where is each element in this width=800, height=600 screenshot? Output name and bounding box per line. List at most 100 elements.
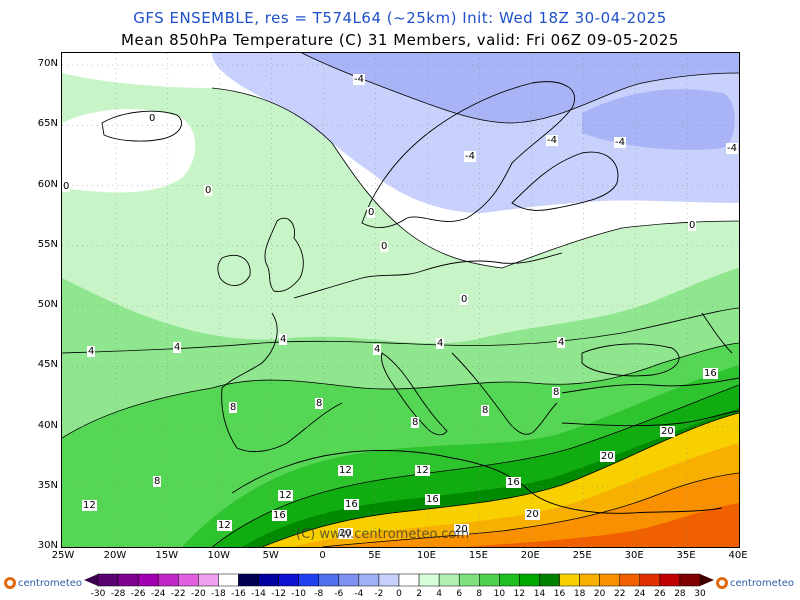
contour-label: 0 bbox=[688, 220, 697, 231]
lon-tick-label: 5E bbox=[368, 550, 381, 561]
colorbar-swatch bbox=[639, 573, 661, 587]
lat-tick-label: 35N bbox=[37, 479, 58, 491]
contour-label: 20 bbox=[660, 426, 675, 437]
contour-label: 0 bbox=[380, 241, 389, 252]
contour-label: 8 bbox=[552, 387, 561, 398]
lat-tick-label: 55N bbox=[37, 238, 58, 250]
colorbar-swatch bbox=[117, 573, 139, 587]
colorbar-swatch bbox=[398, 573, 420, 587]
contour-label: 12 bbox=[82, 500, 97, 511]
colorbar-swatch bbox=[679, 573, 701, 587]
colorbar-swatch bbox=[438, 573, 460, 587]
band-minus6-to-minus4 bbox=[302, 53, 739, 123]
contour-label: 12 bbox=[415, 465, 430, 476]
contour-label: 0 bbox=[62, 181, 71, 192]
colorbar-swatch bbox=[479, 573, 500, 587]
lon-tick-label: 10W bbox=[207, 550, 231, 561]
contour-label: 0 bbox=[367, 207, 376, 218]
colorbar-tick-label: -30 bbox=[90, 589, 106, 599]
logo-ring-icon bbox=[716, 577, 728, 589]
lon-tick-label: 25E bbox=[572, 550, 592, 561]
colorbar-tick-label: -22 bbox=[170, 589, 186, 599]
contour-label: 20 bbox=[454, 524, 469, 535]
lon-tick-label: 0 bbox=[319, 550, 326, 561]
contour-label: 0 bbox=[204, 185, 213, 196]
contour-label: 8 bbox=[153, 476, 162, 487]
colorbar-swatch bbox=[218, 573, 239, 587]
contour-label: -4 bbox=[353, 74, 365, 85]
colorbar-tick-label: -28 bbox=[110, 589, 126, 599]
colorbar-tick-label: 22 bbox=[613, 589, 626, 599]
colorbar-swatch bbox=[338, 573, 360, 587]
colorbar-swatch bbox=[378, 573, 400, 587]
colorbar-tick-label: 30 bbox=[694, 589, 706, 599]
band-22-to-24 bbox=[462, 503, 739, 547]
contour-label: 20 bbox=[338, 528, 353, 539]
colorbar-swatch bbox=[659, 573, 681, 587]
colorbar-swatch bbox=[238, 573, 259, 587]
contour-label: 16 bbox=[344, 499, 359, 510]
contour-label: 8 bbox=[315, 398, 324, 409]
title-line-2: Mean 850hPa Temperature (C) 31 Members, … bbox=[121, 31, 679, 49]
lat-tick-label: 65N bbox=[37, 118, 58, 130]
colorbar-swatch bbox=[137, 573, 159, 587]
colorbar-tick-label: 0 bbox=[396, 589, 402, 599]
coastlines bbox=[101, 81, 739, 514]
colorbar-tick-label: 10 bbox=[493, 589, 506, 599]
contour-label: 4 bbox=[173, 342, 182, 353]
colorbar-tick-label: 24 bbox=[634, 589, 646, 599]
contour-label: 0 bbox=[460, 294, 469, 305]
lon-tick-label: 15E bbox=[468, 550, 488, 561]
colorbar-tick-label: -12 bbox=[271, 589, 286, 599]
colorbar-swatch bbox=[499, 573, 520, 587]
colorbar-tick-label: -10 bbox=[291, 589, 306, 599]
colorbar-swatch bbox=[178, 573, 199, 587]
contour-label: 8 bbox=[229, 402, 238, 413]
lon-tick-label: 15W bbox=[155, 550, 179, 561]
colorbar-tick-label: -6 bbox=[334, 589, 344, 599]
contour-lines bbox=[62, 53, 739, 547]
contour-label: 16 bbox=[425, 494, 440, 505]
contour-label: 0 bbox=[148, 113, 157, 124]
colorbar-tick-label: -20 bbox=[190, 589, 206, 599]
lon-tick-label: 20W bbox=[103, 550, 127, 561]
lat-tick-label: 60N bbox=[37, 178, 58, 190]
contour-label: -4 bbox=[546, 135, 558, 146]
colorbar-swatch bbox=[258, 573, 279, 587]
contour-label: -4 bbox=[726, 143, 738, 154]
colorbar-tick-label: 8 bbox=[476, 589, 483, 599]
colorbar-right-arrow bbox=[700, 574, 714, 586]
contour-label: 12 bbox=[217, 520, 232, 531]
title-line-1: GFS ENSEMBLE, res = T574L64 (~25km) Init… bbox=[133, 9, 667, 27]
colorbar-swatch bbox=[278, 573, 299, 587]
colorbar-tick-label: 6 bbox=[456, 589, 463, 599]
colorbar-tick-label: -4 bbox=[354, 589, 364, 599]
colorbar-swatch bbox=[559, 573, 580, 587]
colorbar-swatch bbox=[519, 573, 540, 587]
lon-tick-label: 10E bbox=[416, 550, 436, 561]
lon-tick-label: 25W bbox=[51, 550, 75, 561]
contour-label: 12 bbox=[278, 490, 293, 501]
colorbar-tick-label: 4 bbox=[436, 589, 442, 599]
colorbar-swatch bbox=[298, 573, 319, 587]
contour-label: 20 bbox=[600, 451, 615, 462]
contour-label: 4 bbox=[557, 337, 566, 348]
band-minus6-lapland bbox=[582, 89, 735, 150]
lat-tick-label: 40N bbox=[37, 419, 58, 431]
color-scale-bar bbox=[84, 573, 714, 587]
colorbar-swatch bbox=[157, 573, 179, 587]
colorbar-swatch bbox=[458, 573, 480, 587]
lon-tick-label: 40E bbox=[728, 550, 748, 561]
colorbar-swatch bbox=[418, 573, 440, 587]
contour-label: 16 bbox=[703, 368, 718, 379]
temperature-map: -4 -4 -4 -4 -4 0 0 0 0 0 0 0 4 4 4 4 4 4… bbox=[61, 52, 740, 548]
lat-tick-label: 70N bbox=[37, 58, 58, 70]
colorbar-tick-label: 12 bbox=[513, 589, 526, 599]
colorbar-swatch bbox=[619, 573, 641, 587]
lat-tick-label: 45N bbox=[37, 359, 58, 371]
colorbar-tick-label: 16 bbox=[553, 589, 566, 599]
contour-label: 16 bbox=[506, 477, 521, 488]
colorbar-tick-label: -26 bbox=[130, 589, 146, 599]
colorbar-tick-label: -24 bbox=[150, 589, 166, 599]
contour-label: 20 bbox=[525, 509, 540, 520]
